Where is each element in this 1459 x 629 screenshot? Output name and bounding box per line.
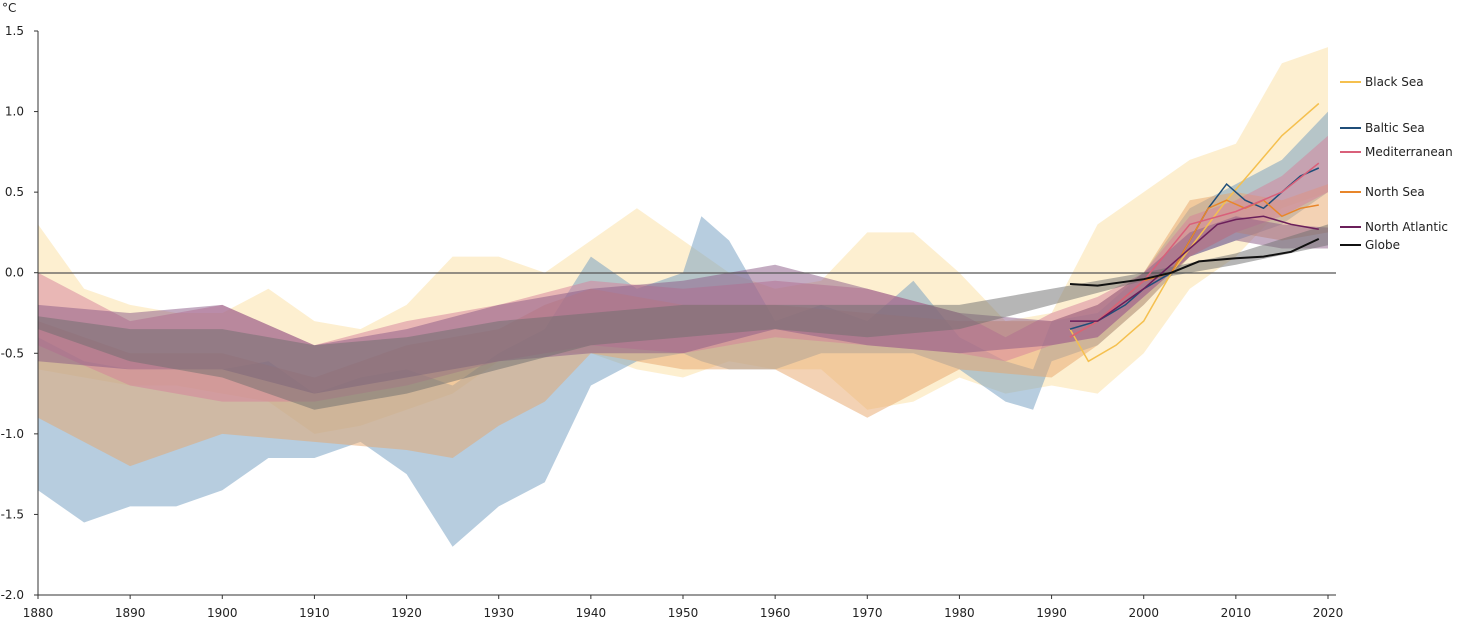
- y-tick-label: 0.5: [5, 185, 24, 199]
- x-tick-label: 1950: [668, 606, 699, 620]
- x-tick-label: 1900: [207, 606, 238, 620]
- legend-item-black-sea: Black Sea: [1340, 75, 1424, 89]
- x-tick-label: 1880: [23, 606, 54, 620]
- y-tick-label: -0.5: [1, 346, 24, 360]
- y-tick-label: -2.0: [1, 588, 24, 602]
- x-tick-label: 1910: [299, 606, 330, 620]
- legend-label: Black Sea: [1365, 75, 1424, 89]
- x-tick-label: 1890: [115, 606, 146, 620]
- legend-item-globe: Globe: [1340, 238, 1400, 252]
- legend-item-mediterranean: Mediterranean: [1340, 145, 1453, 159]
- legend-label: North Atlantic: [1365, 220, 1448, 234]
- black-sea-line: [1069, 102, 1320, 363]
- axes: 1.5 1.0 0.5 0.0 -0.5 -1.0 -1.5 -2.0 1880 1890 1900…: [1, 24, 1344, 620]
- legend-item-north-sea: North Sea: [1340, 185, 1425, 199]
- x-tick-label: 2000: [1128, 606, 1159, 620]
- x-tick-label: 1940: [576, 606, 607, 620]
- x-tick-label: 2010: [1221, 606, 1252, 620]
- globe-band: [38, 224, 1328, 410]
- legend: Black Sea Baltic Sea North Sea Mediterranea…: [1340, 75, 1453, 252]
- y-tick-label: 0.0: [5, 266, 24, 280]
- x-tick-label: 1930: [483, 606, 514, 620]
- x-tick-label: 1970: [852, 606, 883, 620]
- y-tick-label: 1.0: [5, 105, 24, 119]
- legend-item-baltic-sea: Baltic Sea: [1340, 121, 1425, 135]
- y-tick-label: -1.0: [1, 427, 24, 441]
- mediterranean-band: [38, 135, 1328, 402]
- x-tick-label: 1920: [391, 606, 422, 620]
- legend-label: Baltic Sea: [1365, 121, 1425, 135]
- globe-line: [1069, 237, 1320, 287]
- legend-label: North Sea: [1365, 185, 1425, 199]
- x-tick-label: 1990: [1036, 606, 1067, 620]
- y-axis-unit-label: °C: [2, 1, 16, 15]
- x-tick-label: 1980: [944, 606, 975, 620]
- x-tick-label: 1960: [760, 606, 791, 620]
- x-tick-label: 2020: [1313, 606, 1344, 620]
- legend-item-north-atlantic: North Atlantic: [1340, 220, 1448, 234]
- legend-label: Globe: [1365, 238, 1400, 252]
- series-lines: [1069, 102, 1320, 363]
- uncertainty-bands: [38, 47, 1328, 547]
- north-atlantic-line: [1070, 215, 1319, 322]
- y-tick-label: -1.5: [1, 507, 24, 521]
- legend-label: Mediterranean: [1365, 145, 1453, 159]
- y-tick-label: 1.5: [5, 24, 24, 38]
